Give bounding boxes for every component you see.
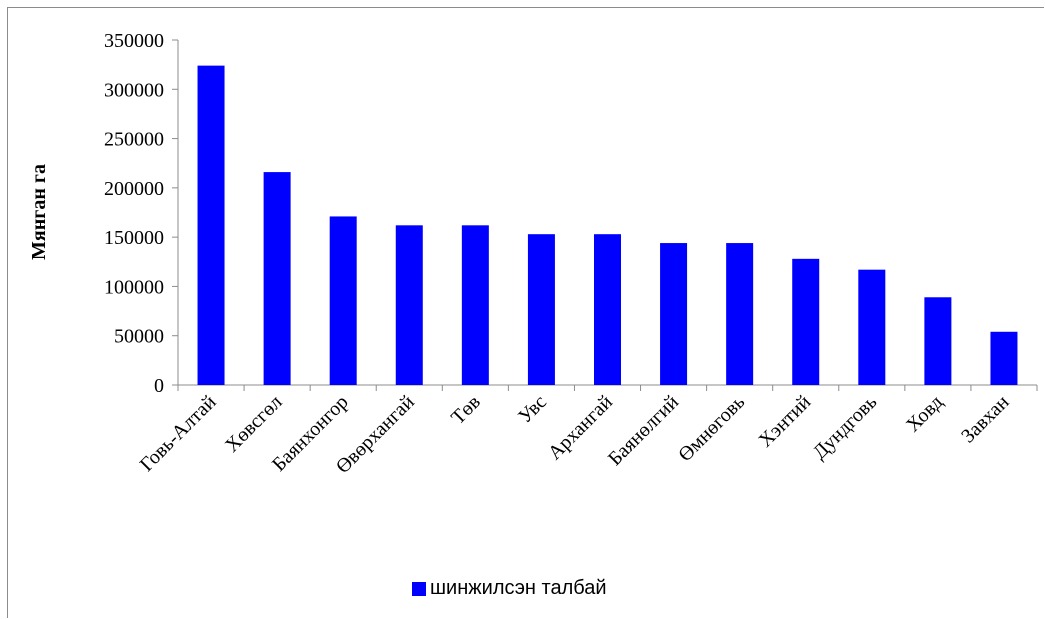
bar — [395, 225, 423, 385]
x-tick-label: Завхан — [957, 391, 1014, 448]
y-axis: 0 50000 100000 150000 200000 250000 300000 3500… — [104, 30, 179, 397]
x-tick-label: Увс — [514, 391, 551, 428]
bar — [329, 216, 357, 385]
x-tick-label: Ховд — [902, 391, 947, 436]
x-axis — [177, 384, 1038, 391]
chart-frame — [7, 7, 1044, 618]
bar — [858, 269, 886, 385]
bar — [726, 243, 754, 385]
bar — [792, 258, 820, 385]
bar — [461, 225, 489, 385]
legend-swatch — [412, 581, 426, 596]
y-tick-label: 0 — [154, 375, 164, 397]
legend: шинжилсэн талбай — [412, 577, 607, 600]
x-tick-label: Баянөлгий — [604, 391, 683, 470]
y-tick-label: 350000 — [104, 30, 164, 52]
y-tick-label: 100000 — [104, 276, 164, 298]
legend-label: шинжилсэн талбай — [430, 577, 607, 599]
x-tick-label: Говь-Алтай — [136, 391, 221, 476]
bar — [263, 172, 291, 385]
bar — [990, 331, 1018, 385]
x-tick-label: Төв — [447, 391, 485, 429]
bar — [660, 243, 688, 385]
bar — [197, 65, 225, 385]
x-tick-label: Өмнөговь — [674, 391, 749, 466]
y-axis-label: Мянган га — [28, 164, 50, 260]
y-tick-label: 250000 — [104, 129, 164, 151]
y-tick-label: 200000 — [104, 178, 164, 200]
y-tick-label: 150000 — [104, 227, 164, 249]
x-tick-label: Дундговь — [809, 391, 882, 464]
x-tick-label: Хөвсгөл — [221, 391, 287, 457]
bar — [594, 234, 621, 385]
x-tick-label: Хэнтий — [755, 391, 816, 452]
bar — [924, 297, 952, 385]
y-tick-label: 50000 — [114, 326, 164, 348]
bar — [527, 234, 555, 385]
bars — [197, 65, 1018, 385]
y-tick-label: 300000 — [104, 79, 164, 101]
